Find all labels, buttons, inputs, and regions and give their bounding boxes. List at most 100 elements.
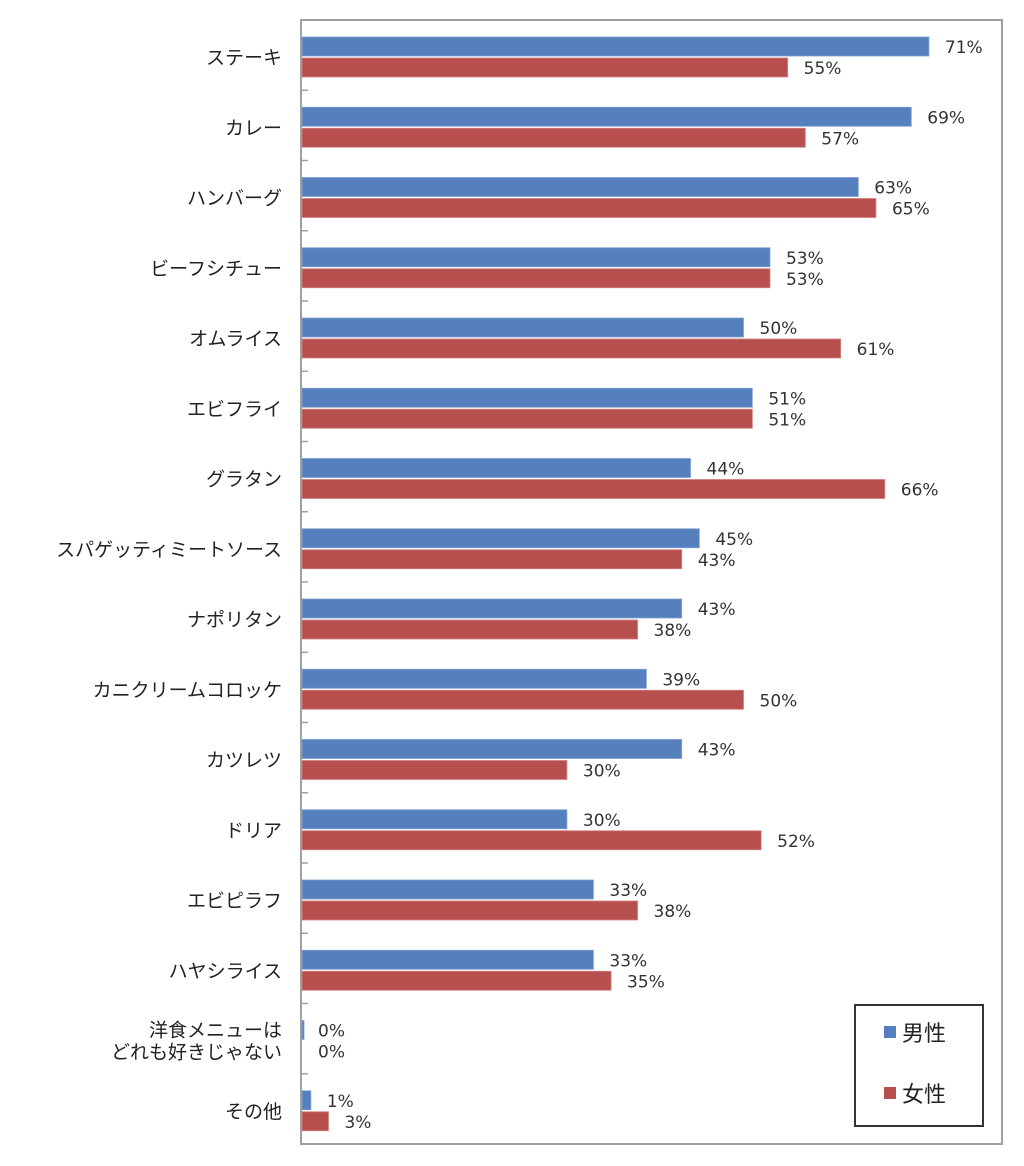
value-label-male: 33% [609, 951, 647, 971]
category-label-line: ハヤシライス [169, 960, 282, 982]
category-label-line: ステーキ [206, 47, 282, 69]
value-label-female: 51% [768, 410, 806, 430]
value-label-female: 65% [892, 200, 930, 220]
value-label-male: 45% [715, 530, 753, 550]
value-label-male: 43% [698, 741, 736, 761]
category-label-line: オムライス [189, 328, 282, 350]
value-label-male: 43% [698, 600, 736, 620]
value-label-female: 38% [654, 902, 692, 922]
value-label-male: 50% [760, 319, 798, 339]
category-label: エビフライ [187, 398, 282, 420]
bar-male [301, 598, 683, 619]
bar-female [301, 57, 789, 78]
value-label-female: 38% [654, 621, 692, 641]
bar-female [301, 268, 771, 289]
category-label: 洋食メニューはどれも好きじゃない [111, 1020, 282, 1064]
category-label: ドリア [225, 820, 282, 842]
value-label-male: 51% [768, 389, 806, 409]
bar-female [301, 1111, 329, 1132]
category-label-line: 洋食メニューは [149, 1020, 282, 1042]
category-label: エビピラフ [187, 890, 282, 912]
bar-female [301, 970, 612, 991]
bar-male [301, 36, 930, 57]
bar-female [301, 830, 762, 851]
value-label-female: 35% [627, 972, 665, 992]
category-label: カツレツ [206, 750, 282, 772]
category-label: その他 [225, 1101, 282, 1123]
bar-male [301, 387, 753, 408]
bar-male [301, 668, 647, 689]
bar-male [301, 879, 594, 900]
category-label: ナポリタン [187, 609, 282, 631]
category-label-line: グラタン [206, 469, 282, 491]
category-label-line: どれも好きじゃない [111, 1042, 282, 1064]
legend-label-male: 男性 [902, 1022, 946, 1047]
legend-swatch-male [884, 1026, 896, 1038]
bar-male [301, 106, 912, 127]
value-label-male: 39% [662, 670, 700, 690]
value-label-female: 57% [821, 129, 859, 149]
category-label-line: カレー [225, 117, 282, 139]
bar-female [301, 549, 683, 570]
value-label-female: 66% [901, 481, 939, 501]
category-label: ハヤシライス [169, 960, 282, 982]
value-label-male: 1% [327, 1092, 354, 1112]
category-label: スパゲッティミートソース [56, 539, 282, 561]
category-label: ステーキ [206, 47, 282, 69]
category-label-line: ハンバーグ [187, 188, 282, 210]
category-label-line: エビピラフ [187, 890, 282, 912]
bar-male [301, 1090, 312, 1111]
bar-female [301, 338, 842, 359]
bar-female [301, 760, 568, 780]
value-label-female: 61% [857, 340, 895, 360]
value-label-male: 53% [786, 249, 824, 269]
category-label-line: ナポリタン [187, 609, 282, 631]
value-label-female: 53% [786, 270, 824, 290]
value-label-female: 3% [344, 1113, 371, 1133]
category-label: カレー [225, 117, 282, 139]
legend-swatch-female [884, 1087, 896, 1099]
bar-male [301, 739, 683, 759]
bar-male [301, 317, 744, 338]
category-label: ハンバーグ [187, 188, 282, 210]
bar-male [301, 458, 691, 478]
value-label-male: 69% [927, 108, 965, 128]
category-label-line: ビーフシチュー [150, 258, 282, 280]
bar-male [301, 809, 568, 830]
legend: 男性 女性 [854, 1004, 984, 1127]
category-label: オムライス [189, 328, 282, 350]
value-label-male: 44% [707, 460, 745, 480]
category-label-line: エビフライ [187, 398, 282, 420]
bar-male [301, 949, 594, 970]
bar-female [301, 408, 753, 429]
bar-female [301, 900, 638, 921]
category-label: ビーフシチュー [150, 258, 282, 280]
bar-female [301, 198, 877, 218]
value-label-male: 30% [583, 811, 621, 831]
value-label-female: 55% [804, 59, 842, 79]
bar-female [301, 479, 886, 499]
category-label: カニクリームコロッケ [93, 679, 282, 701]
value-label-female: 50% [760, 691, 798, 711]
category-label-line: ドリア [225, 820, 282, 842]
value-label-male: 0% [318, 1022, 345, 1042]
bar-female [301, 689, 744, 710]
bar-male [301, 528, 700, 549]
value-label-male: 33% [609, 881, 647, 901]
bar-male [301, 177, 859, 197]
category-label-line: カニクリームコロッケ [93, 679, 282, 701]
value-label-male: 63% [874, 179, 912, 199]
value-label-female: 52% [777, 832, 815, 852]
bar-female [301, 619, 638, 640]
bar-male [301, 1020, 305, 1040]
legend-label-female: 女性 [902, 1083, 946, 1108]
category-label-line: スパゲッティミートソース [56, 539, 282, 561]
category-label: グラタン [206, 469, 282, 491]
bar-male [301, 247, 771, 268]
value-label-female: 0% [318, 1043, 345, 1063]
value-label-male: 71% [945, 38, 983, 58]
legend-box [854, 1004, 984, 1127]
value-label-female: 43% [698, 551, 736, 571]
category-label-line: カツレツ [206, 750, 282, 772]
